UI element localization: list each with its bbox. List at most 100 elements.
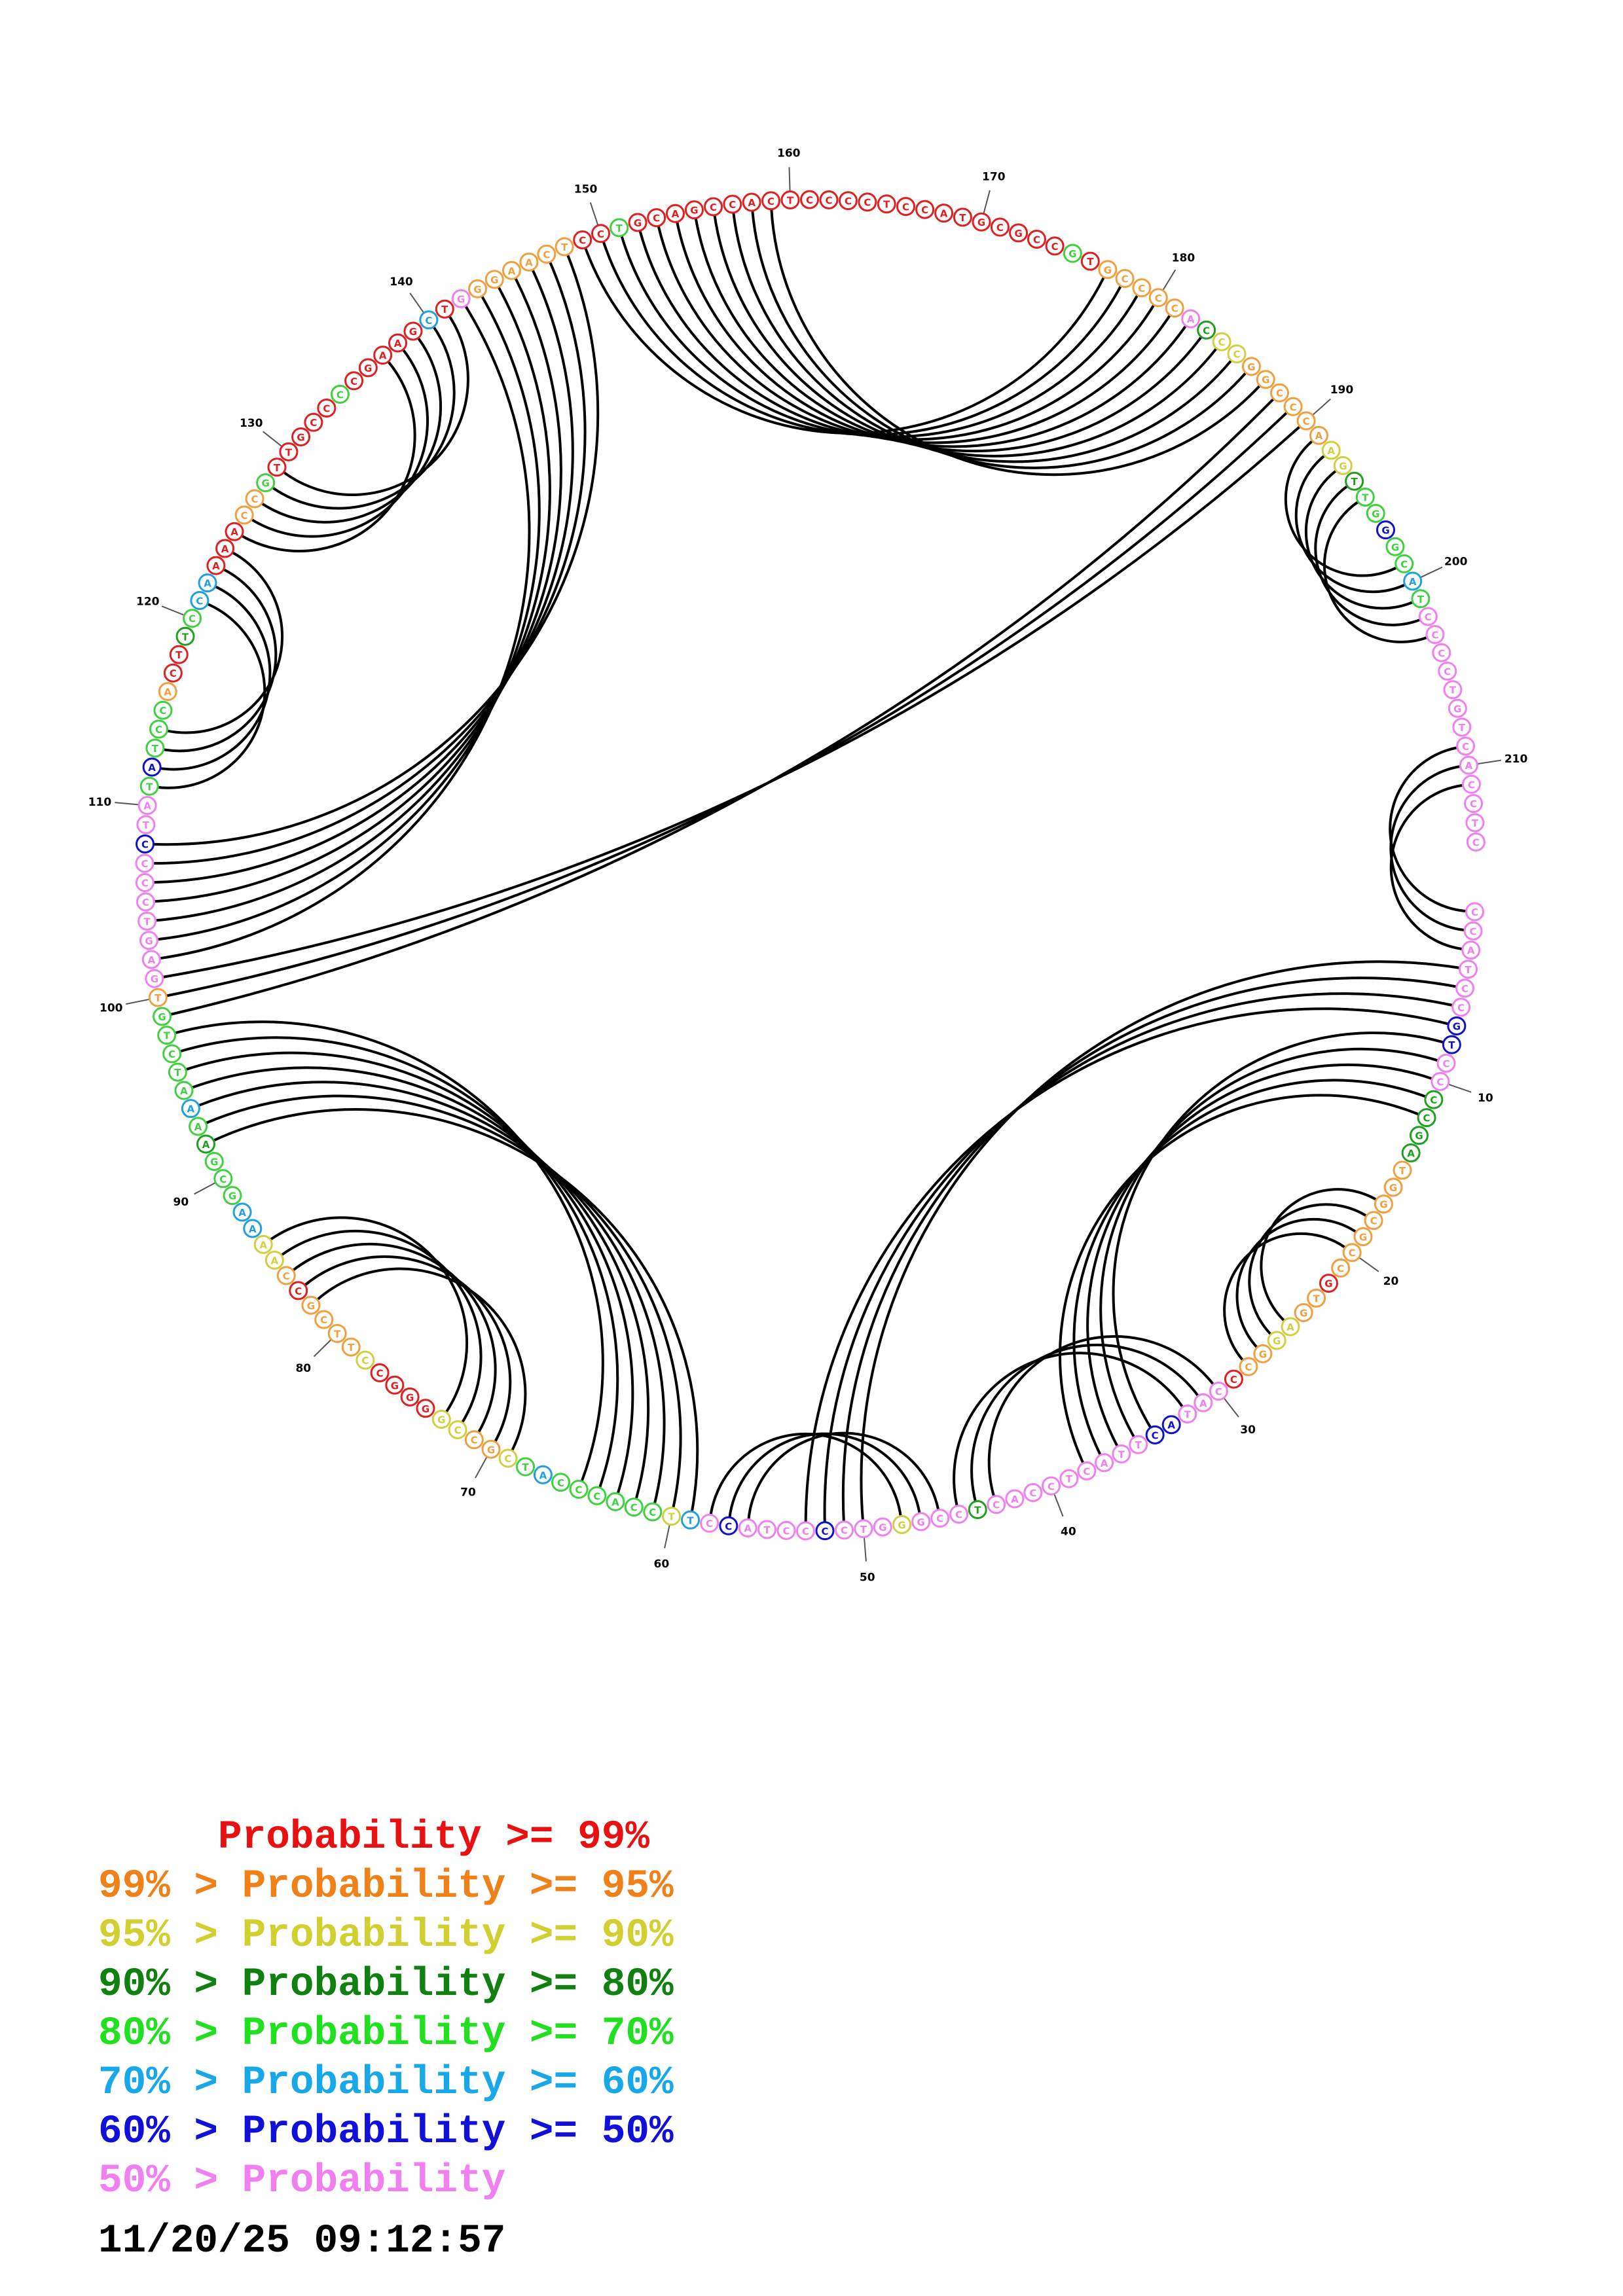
- nucleotide-circle: [1112, 1444, 1131, 1463]
- nucleotide-letter: A: [194, 1121, 202, 1133]
- legend-prefix: 99% >: [98, 1864, 242, 1909]
- nucleotide-letter: T: [522, 1462, 529, 1473]
- position-ticks: 10 20 30 40 50 60 70 80 90 100 110 120 130 140 150 160 1…: [88, 147, 1528, 1585]
- nucleotide-letter: C: [454, 1424, 462, 1436]
- nucleotide: C: [1364, 1211, 1383, 1230]
- nucleotide-circle: [139, 931, 158, 950]
- nucleotide: C: [796, 1521, 816, 1541]
- nucleotide: C: [1342, 1243, 1362, 1263]
- base-pair-arc: [1223, 1232, 1347, 1362]
- nucleotide-circle: [213, 1169, 233, 1189]
- nucleotide-circle: [719, 1516, 739, 1535]
- nucleotide: C: [419, 310, 439, 330]
- base-pair-arc: [1389, 783, 1464, 951]
- base-pair-arc: [1389, 764, 1466, 932]
- nucleotide-circle: [1209, 1382, 1228, 1401]
- position-tick: [864, 1537, 867, 1562]
- base-pair-arc: [1284, 439, 1398, 577]
- nucleotide-circle: [189, 1117, 208, 1136]
- nucleotide-letter: C: [1425, 611, 1432, 623]
- nucleotide-circle: [1077, 1461, 1097, 1480]
- nucleotide: C: [1465, 902, 1485, 922]
- nucleotide-circle: [854, 1519, 873, 1539]
- nucleotide-letter: G: [1372, 508, 1379, 520]
- nucleotide-letter: T: [334, 1328, 341, 1340]
- nucleotide: C: [987, 1495, 1006, 1515]
- nucleotide: C: [761, 191, 781, 211]
- nucleotide-letter: G: [307, 1300, 315, 1312]
- base-pair-arc: [1304, 469, 1414, 610]
- nucleotide-circle: [451, 289, 471, 308]
- nucleotide: C: [498, 1448, 518, 1468]
- nucleotide-circle: [1269, 383, 1289, 403]
- nucleotide-letter: C: [1218, 336, 1226, 348]
- nucleotide: G: [1267, 1331, 1286, 1350]
- nucleotide: A: [1005, 1489, 1025, 1509]
- nucleotide-circle: [385, 1375, 405, 1395]
- base-pair-arc: [282, 315, 469, 496]
- nucleotide: A: [243, 1219, 263, 1238]
- nucleotide-circle: [704, 197, 723, 217]
- base-pair-arc: [165, 411, 1288, 997]
- nucleotide-letter: C: [1245, 1361, 1252, 1373]
- nucleotide-circle: [148, 988, 168, 1007]
- nucleotide-letter: G: [1262, 374, 1269, 386]
- base-pair-arc: [709, 1432, 902, 1517]
- nucleotide: G: [385, 1375, 405, 1395]
- nucleotide-circle: [215, 539, 235, 558]
- base-pair-arc: [747, 1431, 940, 1520]
- nucleotide-circle: [858, 192, 877, 212]
- nucleotide-letter: C: [196, 596, 203, 607]
- nucleotide: C: [136, 834, 155, 854]
- nucleotide-circle: [537, 244, 556, 264]
- nucleotide-circle: [1181, 309, 1201, 329]
- nucleotide-letter: G: [457, 293, 465, 305]
- nucleotide-circle: [206, 556, 226, 575]
- nucleotide-letter: C: [649, 1507, 656, 1518]
- nucleotide-letter: A: [394, 338, 402, 350]
- base-pair-arc: [953, 1352, 1184, 1507]
- nucleotide: A: [196, 1134, 215, 1154]
- base-pair-arc: [602, 240, 1123, 437]
- circular-structure-diagram: 10 20 30 40 50 60 70 80 90 100 110 120 130 140 150 160 1…: [88, 147, 1528, 1585]
- nucleotide-letter: G: [634, 217, 642, 229]
- position-tick: [788, 167, 791, 191]
- nucleotide-circle: [174, 1081, 194, 1100]
- nucleotide: T: [1393, 1160, 1412, 1180]
- nucleotide-letter: T: [1118, 1448, 1125, 1460]
- nucleotide-circle: [501, 260, 521, 280]
- nucleotide-circle: [591, 224, 611, 243]
- nucleotide-letter: C: [283, 1270, 290, 1282]
- nucleotide-circle: [1098, 260, 1118, 279]
- nucleotide-letter: C: [543, 249, 550, 260]
- nucleotide-circle: [896, 196, 915, 216]
- nucleotide: G: [481, 1439, 501, 1459]
- nucleotide-letter: C: [1470, 925, 1477, 937]
- nucleotide-circle: [1447, 1016, 1467, 1036]
- base-pair-arc: [1235, 1217, 1358, 1349]
- nucleotide-circle: [915, 200, 935, 219]
- nucleotide-circle: [136, 892, 156, 912]
- nucleotide-letter: C: [729, 199, 736, 211]
- position-tick: [1224, 1398, 1239, 1418]
- nucleotide-circle: [370, 1363, 390, 1383]
- position-tick: [161, 605, 184, 616]
- base-pair-arc: [1099, 1047, 1440, 1439]
- nucleotide: C: [949, 1504, 969, 1524]
- nucleotide-circle: [416, 1399, 435, 1418]
- nucleotide-circle: [243, 1219, 263, 1238]
- nucleotide-letter: G: [422, 1403, 429, 1415]
- nucleotide: A: [215, 539, 235, 558]
- nucleotide: T: [1059, 1469, 1079, 1488]
- base-pair-arc: [1314, 484, 1421, 626]
- nucleotide-letter: C: [310, 417, 317, 429]
- nucleotide: A: [373, 346, 393, 365]
- nucleotide-letter: C: [902, 201, 909, 213]
- nucleotide: G: [1385, 537, 1405, 556]
- position-tick: [313, 1339, 331, 1357]
- nucleotide: C: [776, 1520, 796, 1540]
- nucleotide: A: [1281, 1317, 1300, 1336]
- nucleotide: G: [223, 1186, 242, 1206]
- nucleotide: G: [892, 1515, 912, 1534]
- nucleotide: C: [624, 1498, 644, 1517]
